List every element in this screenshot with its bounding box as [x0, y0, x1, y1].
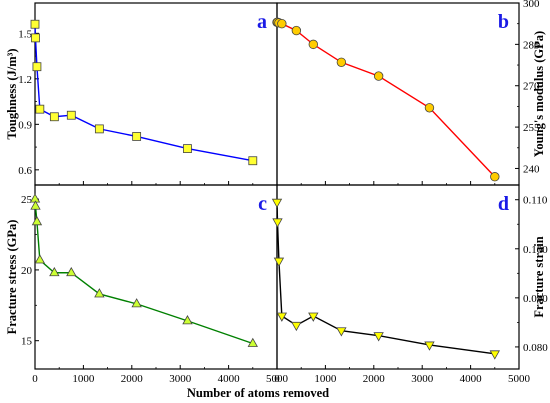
x-tick-label: 3000: [411, 373, 434, 385]
panel-letter: c: [258, 193, 267, 215]
x-tick-label: 5000: [266, 373, 289, 385]
x-tick-label: 5000: [508, 373, 531, 385]
data-point: [31, 33, 40, 43]
x-tick-label: 4000: [460, 373, 483, 385]
y-tick-label: 270: [523, 81, 540, 93]
y-tick-label: 0.100: [523, 244, 548, 256]
x-tick-label: 3000: [169, 373, 192, 385]
y-tick-label: 1.5: [18, 28, 32, 40]
panel-c: 0 1000 2000 3000 4000 5000 15 20 25 Fracture stre…: [5, 184, 289, 385]
data-point: [66, 110, 76, 120]
data-point: [276, 312, 288, 322]
panel-frame: [34, 184, 278, 370]
x-tick-label: 1000: [314, 373, 337, 385]
y-tick-label: 0.090: [523, 293, 548, 305]
data-point: [308, 39, 319, 50]
data-point: [291, 25, 302, 36]
data-point: [277, 18, 287, 29]
data-point: [373, 71, 384, 81]
x-tick-label: 2000: [121, 373, 144, 385]
y-tick-label: 255: [523, 122, 540, 134]
series-line: [34, 199, 254, 345]
data-point: [336, 57, 347, 67]
data-point: [291, 321, 302, 332]
data-point: [94, 124, 104, 134]
data-point: [30, 19, 40, 29]
x-axis-label: Number of atoms removed: [187, 386, 329, 400]
panel-b: 240 255 270 285 300 Young's modulus (GPa) b: [272, 0, 546, 186]
y-tick-label: 285: [523, 39, 540, 51]
y-tick-label: 300: [523, 0, 540, 10]
x-tick-label: 0: [274, 373, 280, 385]
series-line: [34, 24, 253, 162]
data-point: [308, 312, 319, 322]
data-point: [247, 337, 258, 347]
y-tick-label: 15: [21, 336, 33, 348]
data-point: [183, 144, 192, 154]
panel-letter: b: [498, 11, 509, 33]
data-point: [34, 254, 46, 264]
y-tick-label: 20: [21, 265, 33, 277]
y-axis-label: Young's modulus (GPa): [532, 31, 546, 157]
x-tick-label: 4000: [218, 373, 241, 385]
data-point: [49, 266, 60, 277]
data-point: [31, 215, 43, 226]
data-point: [182, 315, 193, 325]
data-point: [94, 288, 105, 298]
data-point: [248, 156, 258, 166]
y-tick-label: 0.6: [18, 165, 32, 177]
data-point: [49, 112, 59, 122]
data-point: [424, 341, 435, 351]
panel-d: 0 1000 2000 3000 4000 5000 0.080 0.090 0.100 0.11…: [271, 184, 548, 385]
data-point: [490, 172, 500, 182]
x-tick-label: 0: [32, 373, 38, 385]
y-axis-label: Fracture strain: [532, 236, 546, 317]
y-tick-label: 25: [21, 194, 33, 206]
data-point: [336, 327, 347, 337]
x-tick-label: 2000: [363, 373, 386, 385]
data-point: [132, 132, 142, 141]
data-point: [373, 332, 384, 342]
panel-letter: d: [498, 193, 509, 215]
data-point: [30, 200, 41, 210]
panel-frame: [34, 2, 278, 186]
y-axis-label: Toughness (J/m³): [5, 48, 19, 139]
data-point: [131, 298, 142, 308]
data-point: [35, 104, 45, 114]
data-point: [272, 218, 283, 228]
data-point: [66, 266, 77, 277]
y-tick-label: 0.110: [523, 195, 548, 207]
panel-frame: [276, 184, 520, 370]
data-point: [271, 198, 283, 208]
series-line: [276, 202, 495, 355]
y-tick-label: 0.080: [523, 342, 548, 354]
y-tick-label: 240: [523, 163, 540, 175]
panel-letter: a: [257, 11, 267, 33]
y-tick-label: 0.9: [18, 119, 32, 131]
data-point: [489, 350, 500, 360]
data-point: [273, 257, 285, 267]
panel-a: 0.6 0.9 1.2 1.5 Toughness (J/m³) a: [5, 2, 278, 186]
y-axis-label: Fracture stress (GPa): [5, 220, 19, 335]
y-tick-label: 1.2: [18, 74, 32, 86]
panel-frame: [276, 2, 520, 186]
data-point: [32, 62, 42, 72]
x-tick-label: 1000: [72, 373, 95, 385]
data-point: [424, 103, 435, 113]
